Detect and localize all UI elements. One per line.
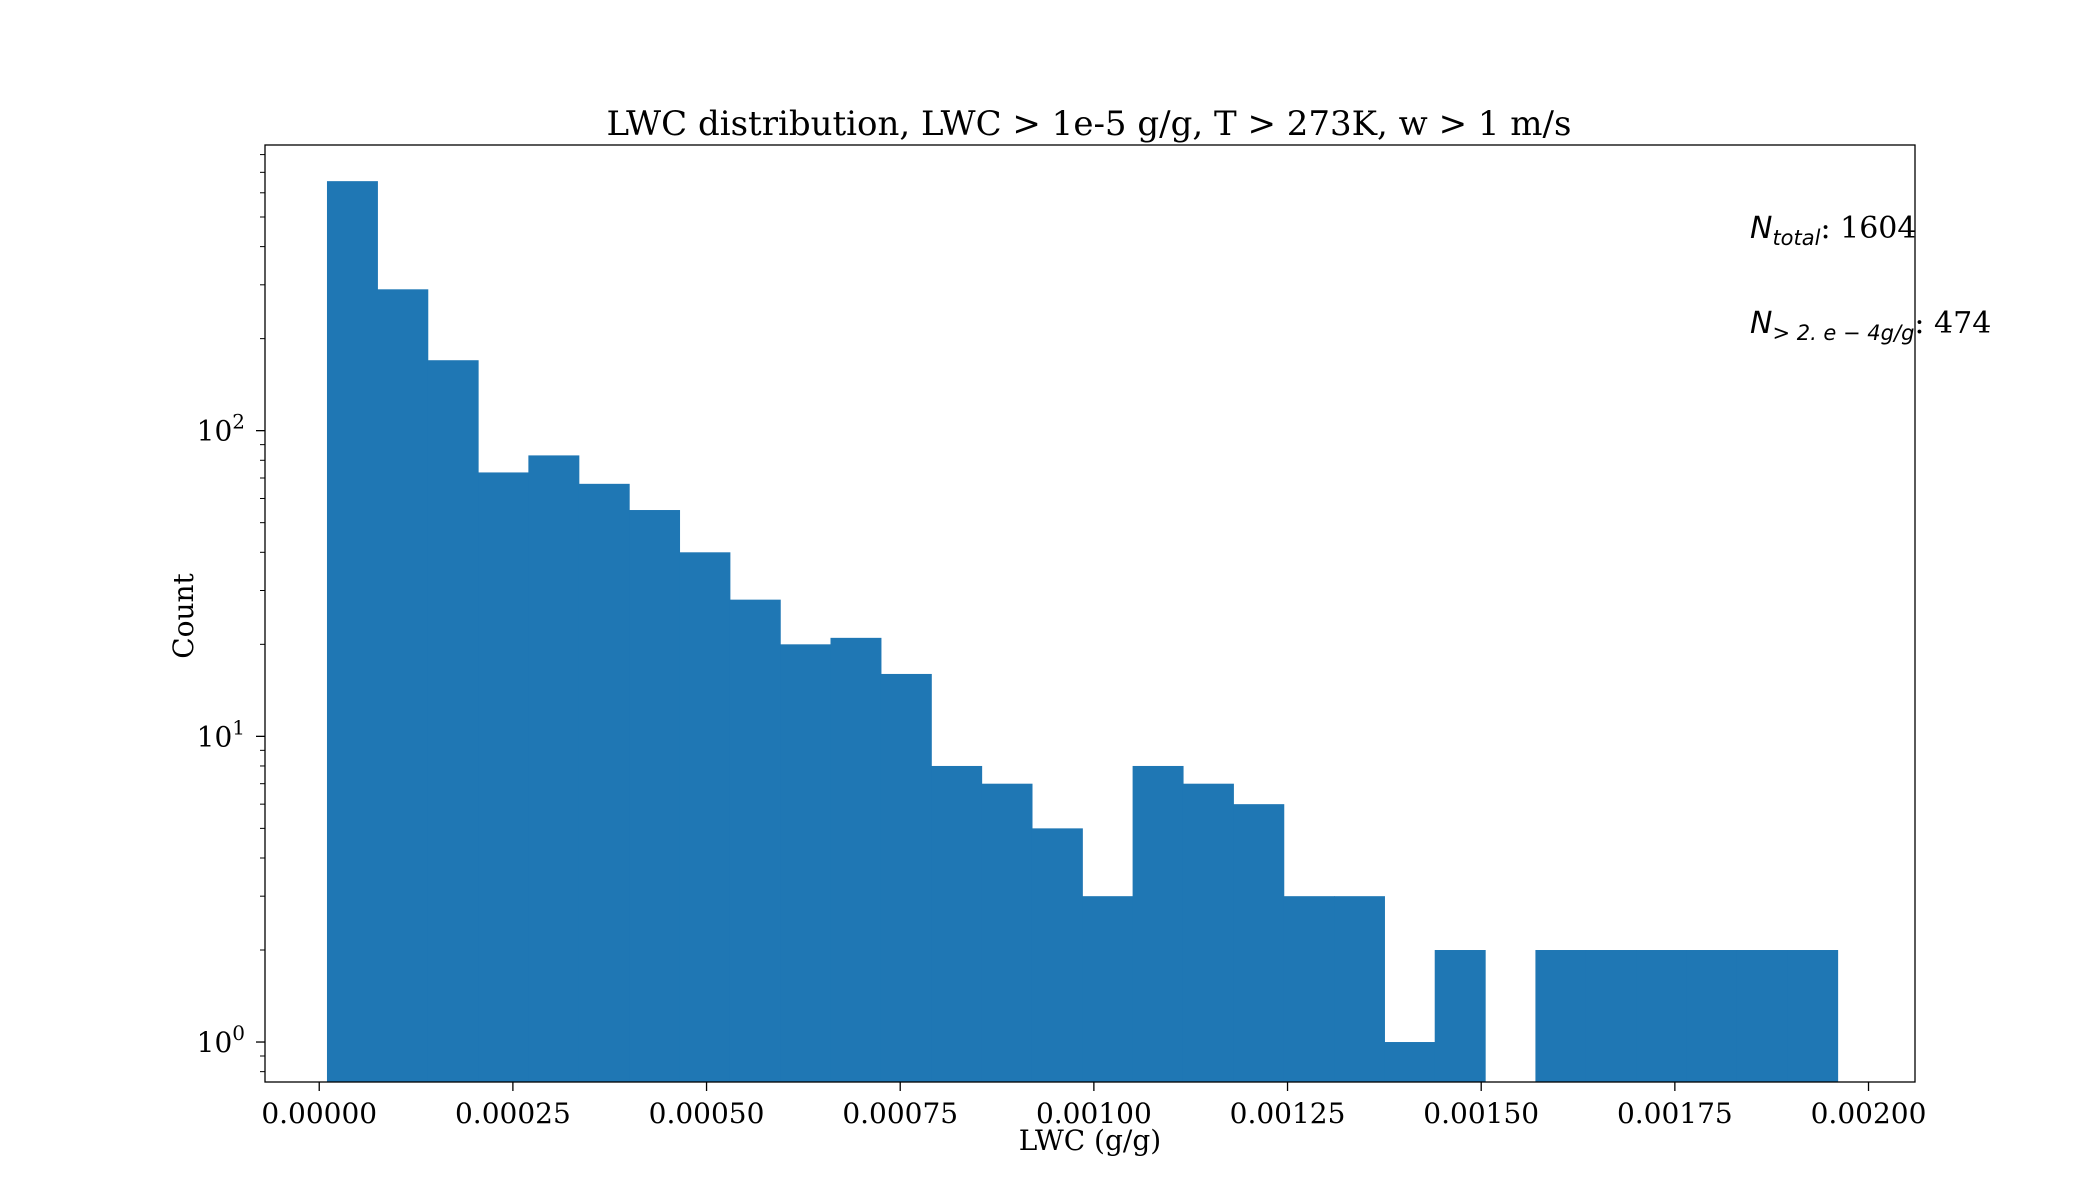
x-tick-label: 0.00175 [1617, 1097, 1733, 1130]
annotation-n-total: Ntotal: 1604 [1750, 211, 1916, 250]
y-tick-label: 101 [197, 715, 245, 753]
histogram-bar [880, 673, 932, 1082]
histogram-bar [1686, 950, 1738, 1082]
annotation-n-total-subscript: total [1772, 226, 1820, 250]
histogram-bar [326, 181, 378, 1083]
histogram-bar [1384, 1042, 1436, 1082]
annotation-n-threshold: N> 2. e − 4g/g: 474 [1750, 306, 1991, 345]
histogram-bar [1182, 783, 1234, 1082]
plot-frame [264, 144, 1916, 1083]
histogram-bar [377, 289, 429, 1082]
histogram-bar [1434, 950, 1486, 1082]
histogram-bar [427, 360, 479, 1082]
histogram-bar [931, 765, 983, 1082]
annotation-n-threshold-symbol: N [1750, 306, 1772, 341]
histogram-bar [1082, 896, 1134, 1082]
x-tick-label: 0.00125 [1230, 1097, 1346, 1130]
y-tick-label: 100 [197, 1021, 245, 1059]
annotation-n-threshold-subscript: > 2. e − 4g/g [1772, 321, 1914, 345]
y-axis-label: Count [167, 572, 200, 658]
histogram-bar [729, 599, 781, 1082]
y-axis-ticks: 100 101 102 [197, 154, 265, 1073]
x-tick-label: 0.00150 [1423, 1097, 1539, 1130]
x-tick-label: 0.00075 [842, 1097, 958, 1130]
x-tick-label: 0.00100 [1036, 1097, 1152, 1130]
histogram-bar [830, 637, 882, 1082]
histogram-bar [1283, 896, 1335, 1082]
annotation-n-total-symbol: N [1750, 211, 1772, 246]
histogram-bar [1334, 896, 1385, 1082]
histogram-bar [1585, 950, 1637, 1082]
x-tick-label: 0.00025 [455, 1097, 571, 1130]
x-tick-label: 0.00200 [1811, 1097, 1927, 1130]
x-axis-ticks: 0.00000 0.00025 0.00050 0.00075 0.00100 0.001… [261, 1082, 1926, 1130]
histogram-bar [1535, 950, 1587, 1082]
histogram-bar [528, 455, 580, 1083]
x-tick-label: 0.00050 [649, 1097, 765, 1130]
histogram-bar [1233, 804, 1285, 1082]
histogram-bar [1787, 950, 1839, 1082]
histogram-bar [679, 552, 731, 1082]
histogram-bar [1031, 828, 1083, 1082]
chart-title: LWC distribution, LWC > 1e-5 g/g, T > 27… [607, 104, 1572, 144]
y-tick-label: 102 [197, 410, 245, 448]
histogram-bars [326, 181, 1839, 1083]
x-tick-label: 0.00000 [261, 1097, 377, 1130]
histogram-bar [1736, 950, 1788, 1082]
histogram-bar [578, 483, 630, 1082]
histogram-bar [1636, 950, 1688, 1082]
histogram-bar [478, 472, 529, 1082]
histogram-bar [981, 783, 1033, 1082]
histogram-bar [629, 510, 681, 1082]
annotation-n-threshold-value: : 474 [1914, 306, 1991, 341]
x-axis-label: LWC (g/g) [1019, 1124, 1161, 1157]
histogram-bar [1132, 765, 1184, 1082]
annotation-n-total-value: : 1604 [1820, 211, 1916, 246]
histogram-bar [780, 644, 832, 1082]
